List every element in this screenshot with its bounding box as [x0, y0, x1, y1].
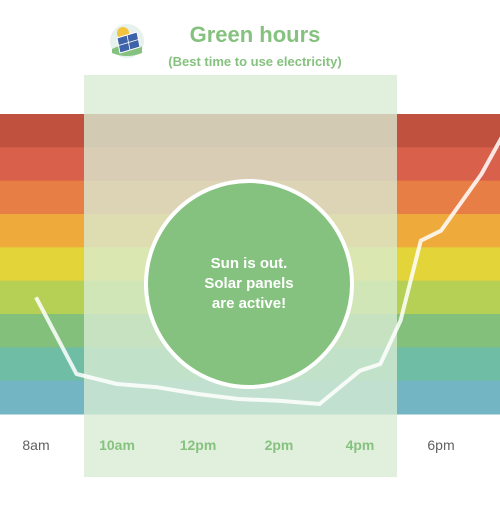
x-axis-ticks: 8am10am12pm2pm4pm6pm8pm	[22, 437, 454, 453]
x-tick-label: 6pm	[427, 437, 454, 453]
x-tick-label: 8am	[22, 437, 49, 453]
solar-panel-icon	[110, 24, 144, 58]
sun-circle	[144, 179, 354, 389]
page-subtitle: (Best time to use electricity)	[168, 54, 342, 69]
x-tick-label: 2pm	[265, 437, 294, 453]
x-tick-label: 10am	[99, 437, 135, 453]
series-line	[34, 136, 500, 406]
x-tick-label: 12pm	[180, 437, 217, 453]
page-title: Green hours	[189, 22, 321, 47]
x-tick-label: 4pm	[346, 437, 375, 453]
